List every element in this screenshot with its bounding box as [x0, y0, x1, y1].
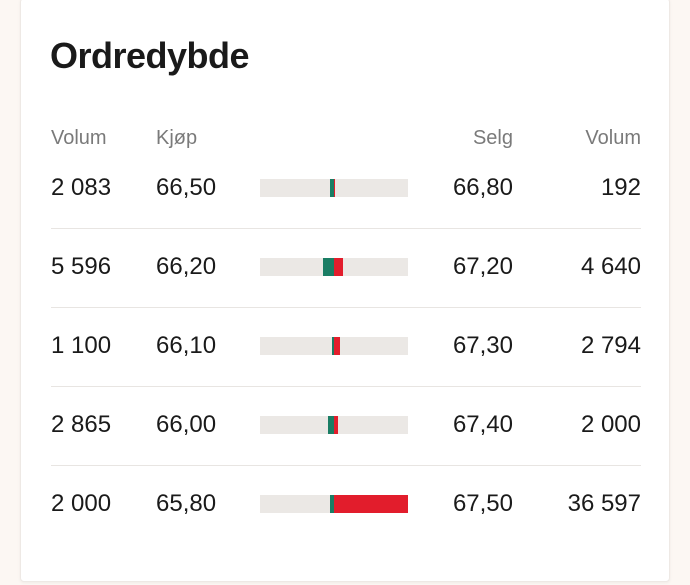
- sell-depth-bar: [334, 258, 344, 276]
- buy-volume: 1 100: [51, 332, 112, 359]
- row-separator: [51, 465, 641, 466]
- row-separator: [51, 228, 641, 229]
- sell-price: 67,40: [452, 411, 513, 438]
- buy-depth-bar: [329, 179, 334, 197]
- column-header: Volum: [585, 127, 641, 149]
- sell-volume: 36 597: [567, 490, 641, 517]
- column-header: Selg: [472, 127, 513, 149]
- sell-depth-bar: [334, 495, 408, 513]
- sell-price: 67,30: [452, 332, 513, 359]
- sell-volume: 2 000: [580, 411, 641, 438]
- buy-price: 66,20: [156, 253, 217, 280]
- buy-volume: 2 865: [51, 411, 112, 438]
- sell-price: 66,80: [452, 174, 513, 201]
- buy-depth-bar: [322, 258, 334, 276]
- sell-volume: 4 640: [580, 253, 641, 280]
- sell-depth-bar: [334, 337, 340, 355]
- sell-volume: 2 794: [580, 332, 641, 359]
- order-depth-card: Ordredybde Volum Kjøp Selg Volum 2 083 66,50 66…: [20, 0, 670, 582]
- row-separator: [51, 386, 641, 387]
- buy-depth-bar: [331, 337, 334, 355]
- buy-depth-bar: [328, 416, 334, 434]
- buy-price: 65,80: [156, 490, 217, 517]
- buy-price: 66,10: [156, 332, 217, 359]
- buy-price: 66,50: [156, 174, 217, 201]
- row-separator: [51, 307, 641, 308]
- sell-volume: 192: [600, 174, 641, 201]
- buy-volume: 5 596: [51, 253, 112, 280]
- title: Ordredybde: [50, 35, 250, 76]
- sell-price: 67,20: [452, 253, 513, 280]
- buy-depth-bar: [329, 495, 334, 513]
- sell-price: 67,50: [452, 490, 513, 517]
- column-header: Kjøp: [156, 127, 198, 149]
- sell-depth-bar: [334, 416, 339, 434]
- column-header: Volum: [51, 127, 107, 149]
- buy-price: 66,00: [156, 411, 217, 438]
- buy-volume: 2 083: [51, 174, 112, 201]
- buy-volume: 2 000: [51, 490, 112, 517]
